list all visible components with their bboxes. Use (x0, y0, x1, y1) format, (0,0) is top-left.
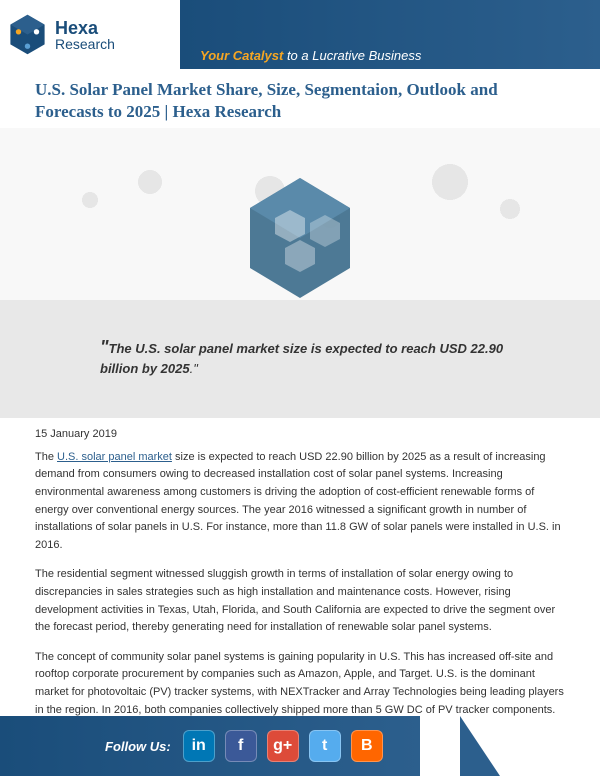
logo[interactable]: Hexa Research (0, 12, 115, 57)
tagline: Your Catalyst to a Lucrative Business (200, 48, 421, 63)
para1-body: size is expected to reach USD 22.90 bill… (35, 451, 561, 551)
page-title: U.S. Solar Panel Market Share, Size, Seg… (0, 69, 600, 128)
logo-research-text: Research (55, 37, 115, 51)
hex-globe-icon (230, 168, 370, 308)
logo-hexa-text: Hexa (55, 19, 115, 37)
quote-text: The U.S. solar panel market size is expe… (100, 341, 503, 376)
quote-open-mark: " (100, 337, 109, 357)
para1-prefix: The (35, 451, 57, 463)
solar-panel-market-link[interactable]: U.S. solar panel market (57, 451, 172, 463)
publish-date: 15 January 2019 (35, 426, 565, 444)
footer: Follow Us: in f g+ t B (0, 716, 600, 776)
googleplus-icon[interactable]: g+ (267, 730, 299, 762)
hexa-logo-icon (5, 12, 50, 57)
tagline-catalyst: Your Catalyst (200, 48, 283, 63)
paragraph-3: The concept of community solar panel sys… (35, 649, 565, 719)
quote-suffix: ." (190, 361, 198, 376)
logo-text: Hexa Research (55, 19, 115, 51)
tagline-business: to a Lucrative Business (283, 48, 421, 63)
social-icons: in f g+ t B (183, 730, 383, 762)
content-body: 15 January 2019 The U.S. solar panel mar… (0, 418, 600, 739)
quote-box: "The U.S. solar panel market size is exp… (0, 300, 600, 418)
follow-us-label: Follow Us: (105, 739, 171, 754)
facebook-icon[interactable]: f (225, 730, 257, 762)
hero-section: "The U.S. solar panel market size is exp… (0, 128, 600, 418)
blogger-icon[interactable]: B (351, 730, 383, 762)
twitter-icon[interactable]: t (309, 730, 341, 762)
linkedin-icon[interactable]: in (183, 730, 215, 762)
paragraph-2: The residential segment witnessed sluggi… (35, 566, 565, 636)
paragraph-1: The U.S. solar panel market size is expe… (35, 449, 565, 555)
header: Hexa Research Your Catalyst to a Lucrati… (0, 0, 600, 69)
